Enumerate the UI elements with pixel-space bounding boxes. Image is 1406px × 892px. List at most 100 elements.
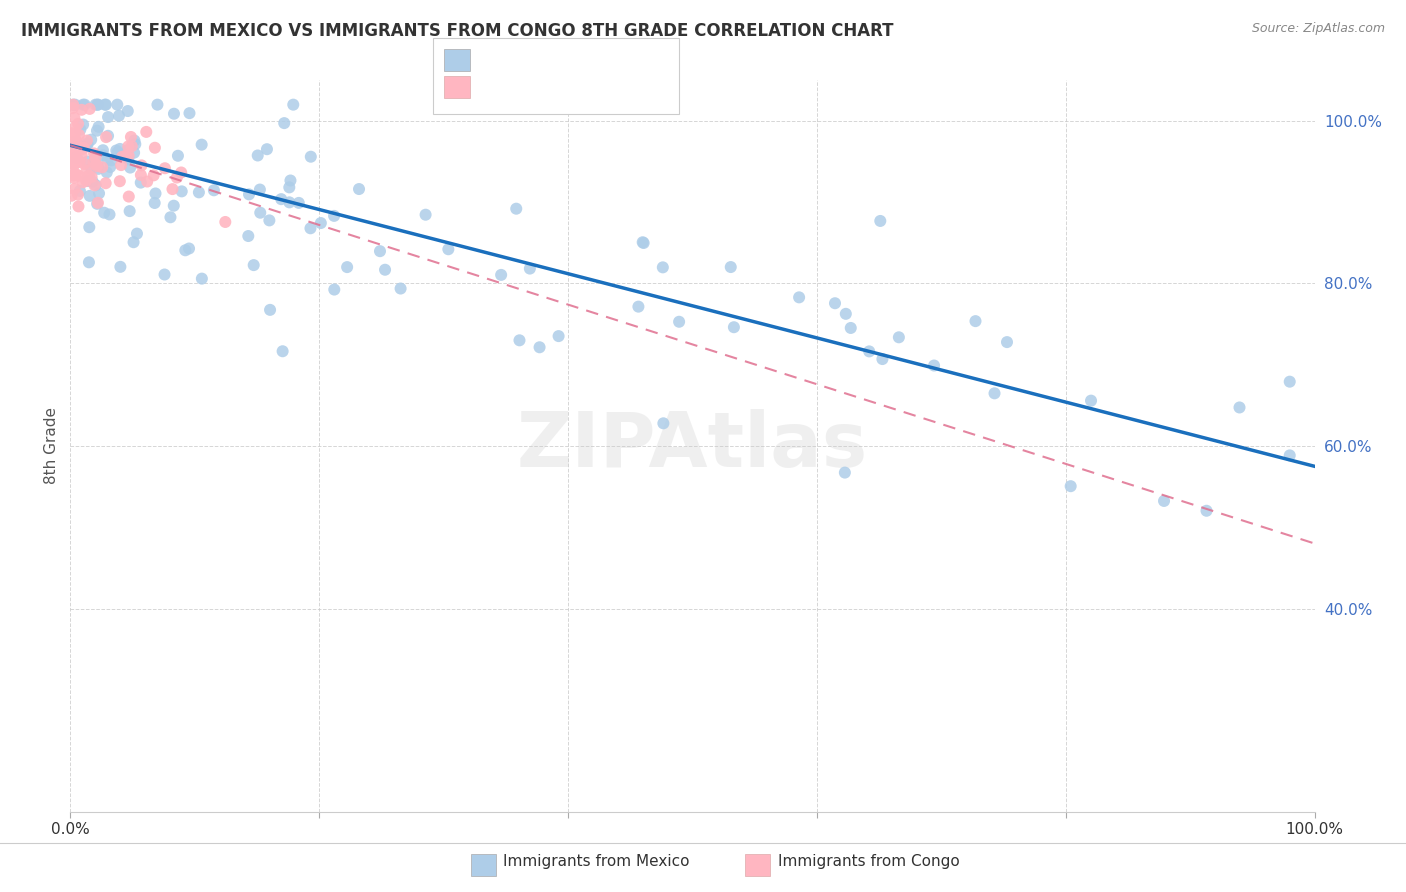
Point xyxy=(519,261,541,276)
Point xyxy=(76,136,98,151)
Point xyxy=(858,344,880,359)
Point xyxy=(177,242,200,256)
Text: ZIPAtlas: ZIPAtlas xyxy=(517,409,868,483)
Point xyxy=(869,214,891,228)
Point xyxy=(529,340,551,354)
Point xyxy=(60,188,83,202)
Point xyxy=(170,185,193,199)
Point xyxy=(115,148,138,162)
Point xyxy=(76,163,98,178)
Point xyxy=(278,180,301,194)
Point xyxy=(167,149,190,163)
Point xyxy=(143,196,166,211)
Point xyxy=(86,123,108,137)
Point xyxy=(872,352,894,367)
Point xyxy=(63,158,86,172)
Point xyxy=(63,111,86,125)
Point xyxy=(122,145,145,160)
Point xyxy=(108,142,131,156)
Point xyxy=(62,152,84,166)
Point xyxy=(63,127,86,141)
Point xyxy=(83,146,105,161)
Point xyxy=(62,101,84,115)
Point xyxy=(83,178,105,193)
Point xyxy=(91,148,114,162)
Point xyxy=(214,215,236,229)
Point xyxy=(96,165,118,179)
Point xyxy=(323,209,346,223)
Point xyxy=(63,120,86,135)
Point xyxy=(1153,494,1175,508)
Point xyxy=(72,118,94,132)
Point xyxy=(93,205,115,219)
Point xyxy=(63,170,86,185)
Text: R =: R = xyxy=(478,76,512,91)
Point xyxy=(288,195,311,210)
Point xyxy=(389,281,412,295)
Point xyxy=(273,116,295,130)
Point xyxy=(63,145,86,159)
Y-axis label: 8th Grade: 8th Grade xyxy=(44,408,59,484)
Point xyxy=(65,135,87,149)
Point xyxy=(118,189,141,203)
Point xyxy=(69,140,91,154)
Point xyxy=(97,110,120,124)
Point xyxy=(63,156,86,170)
Point xyxy=(77,169,100,183)
Point xyxy=(75,174,97,188)
Point xyxy=(242,258,264,272)
Point xyxy=(110,158,132,172)
Text: Immigrants from Congo: Immigrants from Congo xyxy=(778,854,959,869)
Point xyxy=(117,103,139,118)
Text: -0.538: -0.538 xyxy=(517,49,572,64)
Point xyxy=(97,128,120,143)
Point xyxy=(259,213,281,227)
Point xyxy=(79,102,101,116)
Point xyxy=(835,307,858,321)
Point xyxy=(547,329,569,343)
Point xyxy=(108,174,131,188)
Point xyxy=(627,300,650,314)
Point xyxy=(166,170,188,185)
Point xyxy=(125,227,148,241)
Point xyxy=(415,208,437,222)
Point xyxy=(105,144,128,158)
Point xyxy=(73,157,96,171)
Point xyxy=(80,169,103,184)
Point xyxy=(122,235,145,250)
Point xyxy=(505,202,527,216)
Point xyxy=(73,141,96,155)
Point xyxy=(278,195,301,210)
Point xyxy=(62,167,84,181)
Point xyxy=(887,330,910,344)
Point xyxy=(146,97,169,112)
Point xyxy=(84,157,107,171)
Point xyxy=(87,159,110,173)
Point xyxy=(87,195,110,210)
Point xyxy=(129,176,152,190)
Point xyxy=(347,182,370,196)
Point xyxy=(69,154,91,169)
Point xyxy=(67,128,90,142)
Point xyxy=(159,211,181,225)
Point xyxy=(202,183,225,197)
Point xyxy=(249,205,271,219)
Text: IMMIGRANTS FROM MEXICO VS IMMIGRANTS FROM CONGO 8TH GRADE CORRELATION CHART: IMMIGRANTS FROM MEXICO VS IMMIGRANTS FRO… xyxy=(21,22,894,40)
Point xyxy=(98,160,121,174)
Point xyxy=(299,150,322,164)
Point xyxy=(82,175,104,189)
Point xyxy=(115,144,138,158)
Point xyxy=(246,148,269,162)
Point xyxy=(131,158,153,172)
Point xyxy=(94,97,117,112)
Point xyxy=(60,126,83,140)
Point xyxy=(70,142,93,156)
Point xyxy=(129,168,152,182)
Point xyxy=(163,199,186,213)
Point xyxy=(117,153,139,167)
Point xyxy=(135,125,157,139)
Point xyxy=(69,184,91,198)
Point xyxy=(374,262,396,277)
Point xyxy=(67,199,90,213)
Point xyxy=(63,182,86,196)
